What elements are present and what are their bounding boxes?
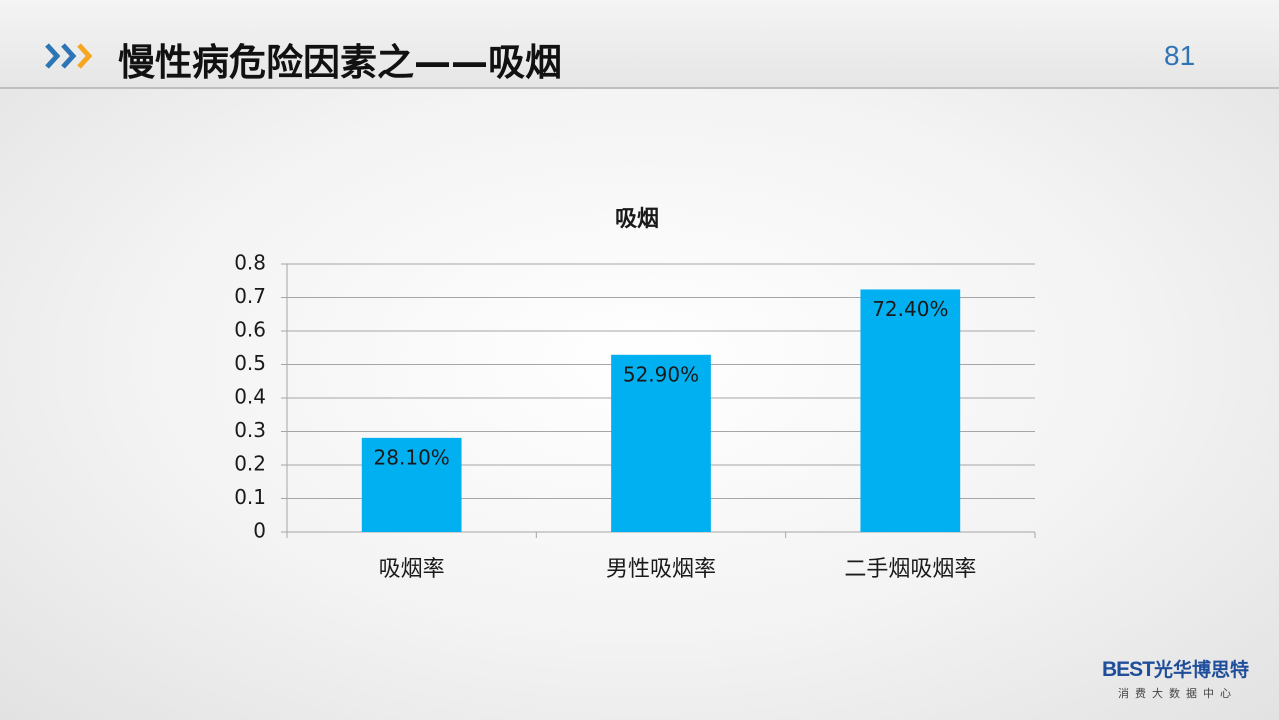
slide-title: 慢性病危险因素之——吸烟 xyxy=(118,41,562,84)
data-label: 52.90% xyxy=(623,362,699,386)
data-label: 72.40% xyxy=(872,297,948,321)
y-tick-label: 0.3 xyxy=(234,418,266,442)
chevrons xyxy=(45,43,93,69)
logo-mark: BEST xyxy=(1102,658,1155,681)
x-tick-label: 二手烟吸烟率 xyxy=(844,557,976,582)
bar xyxy=(611,354,711,532)
y-tick-label: 0.8 xyxy=(234,251,266,275)
logo-name: 光华博思特 xyxy=(1154,659,1250,681)
y-tick-label: 0.5 xyxy=(234,351,266,375)
header: 慢性病危险因素之——吸烟 81 xyxy=(0,0,1279,89)
y-tick-label: 0 xyxy=(253,519,266,543)
y-tick-label: 0.1 xyxy=(234,485,266,509)
y-tick-label: 0.7 xyxy=(234,284,266,308)
bar xyxy=(361,437,462,532)
page-number: 81 xyxy=(1164,40,1196,71)
chevron xyxy=(61,43,77,69)
x-tick-label: 吸烟率 xyxy=(379,557,445,582)
y-tick-label: 0.6 xyxy=(234,318,266,342)
chevron xyxy=(45,43,61,69)
chevron xyxy=(77,43,93,69)
y-tick-label: 0.2 xyxy=(234,452,266,476)
logo-subtitle: 消费大数据中心 xyxy=(1118,687,1237,700)
x-tick-label: 男性吸烟率 xyxy=(606,557,716,582)
chart-title: 吸烟 xyxy=(615,207,659,232)
y-tick-label: 0.4 xyxy=(234,385,266,409)
logo: BEST光华博思特 消费大数据中心 xyxy=(1102,655,1267,700)
bar xyxy=(860,289,961,532)
data-label: 28.10% xyxy=(374,445,450,469)
